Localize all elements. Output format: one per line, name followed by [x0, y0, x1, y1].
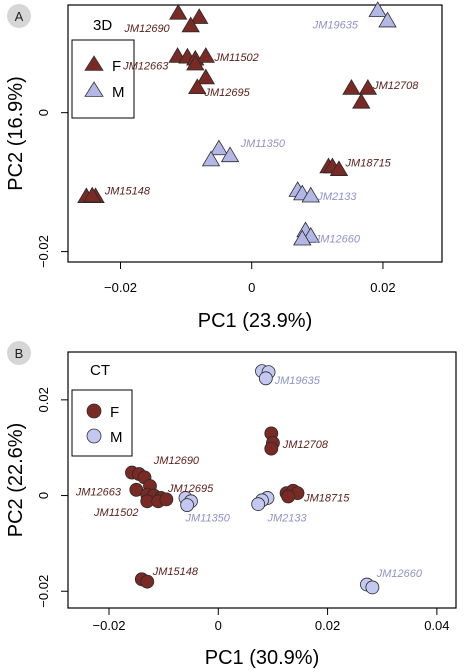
x-axis-title: PC1 (23.9%): [198, 310, 313, 332]
point-f: [329, 160, 349, 176]
point-m: [301, 186, 320, 203]
legend-marker-m: [86, 428, 102, 444]
legend-label-f: F: [112, 58, 121, 75]
x-axis-title: PC1 (30.9%): [205, 647, 320, 669]
panel-letter: A: [15, 9, 24, 24]
point-f: [181, 16, 200, 33]
legend-label-m: M: [112, 84, 125, 101]
y-tick-label: 0.02: [36, 387, 51, 412]
y-tick-label: −0.02: [36, 575, 51, 608]
panel-b: B −0.02 0 0.02 0.04 −0.02 0 0.02 PC1 (30.9%) PC2 …: [5, 341, 457, 669]
point-m: [368, 1, 387, 17]
legend-marker-m: [84, 81, 104, 97]
point-m: [258, 371, 273, 386]
point-label: JM11502: [93, 507, 138, 519]
point-m: [180, 498, 195, 513]
point-f: [169, 4, 188, 20]
legend-marker-f: [84, 55, 104, 71]
point-m: [293, 229, 312, 246]
point-label: JM12708: [372, 80, 419, 92]
panel-letter: B: [15, 346, 24, 361]
point-label: JM12690: [123, 23, 170, 35]
point-label: JM12708: [282, 439, 329, 451]
legend-box: [71, 389, 133, 457]
point-label: JM18715: [345, 158, 392, 170]
point-label: JM2133: [316, 191, 357, 203]
point-m: [209, 139, 229, 156]
point-f: [186, 54, 205, 71]
point-label: JM12695: [203, 87, 250, 99]
legend-label-m: M: [110, 429, 123, 446]
point-f: [140, 574, 155, 589]
x-tick-label: 0.02: [370, 280, 395, 295]
point-m: [378, 11, 397, 28]
point-f: [83, 186, 102, 203]
y-tick-label: 0: [36, 492, 51, 499]
point-f: [358, 79, 378, 95]
x-tick-label: −0.02: [104, 280, 137, 295]
point-label: JM12690: [153, 455, 200, 467]
point-f: [264, 441, 279, 456]
plot-frame: [67, 4, 443, 263]
x-tick-label: 0.04: [424, 618, 449, 633]
plot-frame: [67, 351, 457, 609]
point-f: [159, 492, 174, 507]
legend-box: [71, 39, 135, 119]
point-f: [188, 78, 207, 95]
point-m: [220, 146, 240, 163]
point-label: JM18715: [303, 492, 350, 504]
y-tick-label: −0.02: [36, 235, 51, 268]
point-m: [201, 150, 221, 167]
point-label: JM2133: [266, 513, 307, 525]
x-tick-label: 0: [215, 618, 222, 633]
point-label: JM12695: [167, 483, 214, 495]
panel-subtitle: 3D: [93, 17, 112, 34]
point-label: JM15148: [104, 185, 151, 197]
point-label: JM12660: [314, 233, 361, 245]
legend-marker-f: [86, 403, 102, 419]
point-f: [196, 68, 215, 85]
panel-badge: [7, 341, 31, 365]
point-label: JM12663: [122, 60, 169, 72]
panel-subtitle: CT: [90, 362, 110, 379]
point-label: JM11350: [184, 513, 230, 525]
x-tick-label: 0.02: [315, 618, 340, 633]
point-label: JM19635: [312, 19, 359, 31]
point-f: [196, 47, 215, 63]
point-m: [251, 497, 266, 512]
point-f: [281, 489, 296, 504]
point-m: [365, 580, 380, 595]
point-label: JM15148: [152, 566, 199, 578]
legend-label-f: F: [110, 404, 119, 421]
point-label: JM12660: [376, 568, 423, 580]
point-f: [190, 8, 209, 24]
point-label: JM12663: [75, 487, 122, 499]
point-f: [352, 92, 371, 109]
y-tick-label: 0: [36, 109, 51, 116]
point-f: [342, 79, 361, 95]
x-tick-label: 0: [248, 280, 255, 295]
y-axis-title: PC2 (16.9%): [5, 76, 27, 191]
panel-badge: [7, 4, 31, 28]
point-label: JM11350: [240, 138, 286, 150]
x-tick-label: −0.02: [93, 618, 126, 633]
y-axis-title: PC2 (22.6%): [5, 423, 27, 538]
point-label: JM11502: [213, 52, 258, 64]
point-label: JM19635: [274, 375, 321, 387]
